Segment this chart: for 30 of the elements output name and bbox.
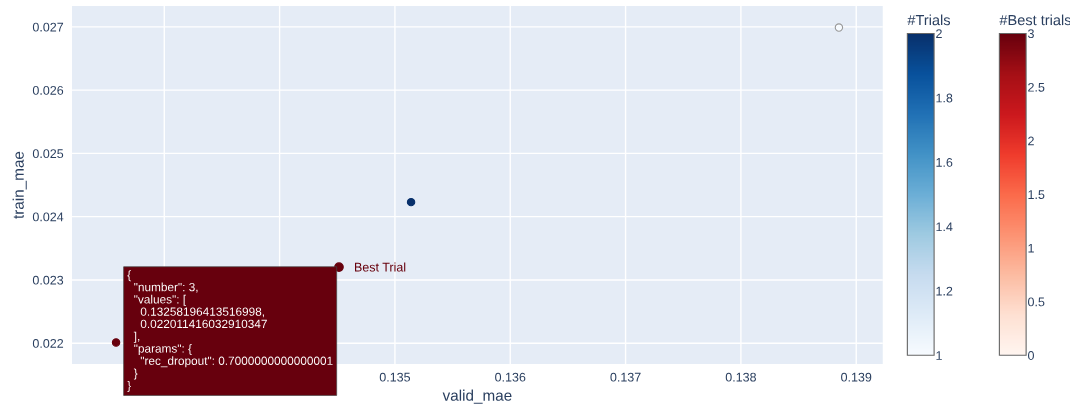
color-bar-label: 1 bbox=[1028, 243, 1034, 253]
color-bar-label: 2 bbox=[1028, 136, 1034, 146]
color-bar-label: 1.5 bbox=[1028, 190, 1045, 200]
color-bar-label: 1.4 bbox=[936, 222, 953, 232]
color-bar-label: 3 bbox=[1028, 29, 1034, 39]
color-bar-label: 1 bbox=[936, 351, 942, 360]
x-tick-label: 0.139 bbox=[841, 372, 872, 382]
x-tick-label: 0.137 bbox=[610, 372, 641, 382]
color-bar-label: 1.8 bbox=[936, 93, 953, 103]
color-bar-label: 2.5 bbox=[1028, 82, 1045, 92]
y-tick-label: 0.022 bbox=[32, 339, 64, 348]
x-tick-label: 0.136 bbox=[495, 372, 526, 382]
color-bar-label: 1.2 bbox=[936, 286, 953, 296]
text: { "number": 3, "values": [ 0.13258196413516998, 0.022011416032910347 ], "params": { "rec_dropout": 0.7000000000000001 } } bbox=[127, 270, 333, 392]
y-tick-label: 0.025 bbox=[32, 149, 64, 159]
color-bar-title: #Trials bbox=[907, 14, 951, 26]
x-tick-label: 0.135 bbox=[379, 372, 411, 382]
y-tick-label: 0.023 bbox=[32, 275, 64, 285]
color-bar-label: 0 bbox=[1028, 351, 1034, 360]
y-axis-title: train_mae bbox=[12, 151, 27, 219]
x-axis-title: valid_mae bbox=[442, 389, 512, 404]
color-bar-label: 0.5 bbox=[1028, 297, 1045, 307]
y-tick-label: 0.024 bbox=[32, 212, 64, 222]
x-tick-label: 0.138 bbox=[725, 372, 756, 382]
color-bar-label: 1.6 bbox=[936, 157, 953, 167]
y-tick-label: 0.027 bbox=[32, 22, 64, 32]
color-bar-label: 2 bbox=[936, 29, 942, 38]
legend-label: Best Trial bbox=[355, 262, 406, 272]
color-bar-title: #Best trials bbox=[999, 14, 1070, 26]
y-tick-label: 0.026 bbox=[32, 85, 64, 95]
